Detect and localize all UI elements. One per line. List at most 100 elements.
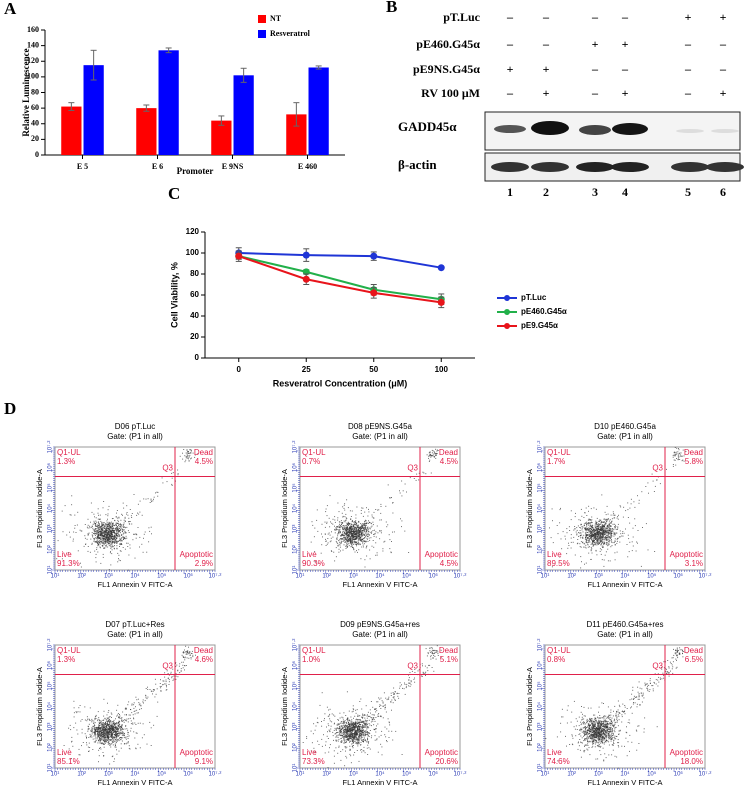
x-tick-label: E 6 bbox=[152, 162, 163, 171]
event bbox=[344, 521, 346, 523]
event bbox=[376, 554, 378, 556]
event bbox=[329, 526, 331, 528]
event bbox=[115, 735, 117, 737]
y-tick-label: 10⁷·² bbox=[47, 639, 54, 652]
event bbox=[601, 559, 603, 561]
event bbox=[631, 550, 633, 552]
event bbox=[595, 550, 597, 552]
event bbox=[113, 728, 115, 730]
event bbox=[373, 546, 375, 548]
event bbox=[108, 734, 110, 736]
event bbox=[116, 517, 118, 519]
event bbox=[71, 741, 72, 743]
event bbox=[589, 531, 591, 533]
event bbox=[95, 714, 97, 716]
event bbox=[615, 540, 617, 542]
event bbox=[110, 521, 112, 523]
event bbox=[137, 512, 138, 514]
event bbox=[353, 549, 355, 551]
event bbox=[393, 531, 395, 533]
event bbox=[357, 533, 359, 535]
event bbox=[99, 518, 101, 520]
event bbox=[616, 542, 618, 544]
event bbox=[615, 532, 617, 534]
y-axis-title: FL3 Propidium Iodide-A bbox=[35, 469, 44, 548]
event bbox=[345, 532, 347, 534]
sign: – bbox=[542, 37, 550, 51]
event bbox=[97, 536, 99, 538]
event bbox=[119, 539, 121, 540]
event bbox=[320, 552, 322, 554]
event bbox=[95, 537, 97, 539]
event bbox=[112, 532, 114, 534]
x-tick-label: 10² bbox=[322, 574, 331, 580]
event bbox=[102, 722, 104, 724]
event bbox=[607, 529, 609, 531]
event bbox=[607, 519, 609, 521]
event bbox=[175, 662, 177, 664]
event bbox=[128, 718, 130, 720]
event bbox=[78, 748, 80, 750]
event bbox=[88, 737, 90, 738]
event bbox=[130, 515, 132, 517]
event bbox=[186, 457, 188, 459]
event bbox=[138, 704, 140, 706]
event bbox=[113, 736, 115, 738]
event bbox=[341, 535, 343, 537]
event bbox=[430, 456, 432, 458]
event bbox=[104, 727, 106, 728]
x-tick-label: 10⁷·² bbox=[209, 771, 222, 778]
event bbox=[95, 520, 97, 522]
event bbox=[196, 453, 198, 455]
event bbox=[146, 743, 148, 745]
event bbox=[98, 537, 100, 539]
event bbox=[110, 544, 112, 546]
event bbox=[631, 541, 633, 543]
event bbox=[358, 531, 360, 533]
event bbox=[190, 449, 192, 451]
event bbox=[365, 522, 367, 524]
event bbox=[356, 528, 358, 530]
event bbox=[605, 532, 607, 534]
event bbox=[113, 538, 115, 539]
event bbox=[99, 720, 101, 722]
panel-label: B bbox=[386, 0, 397, 16]
event bbox=[175, 678, 177, 680]
event bbox=[682, 449, 684, 451]
event bbox=[593, 539, 594, 541]
event bbox=[111, 735, 113, 737]
event bbox=[128, 714, 130, 716]
event bbox=[599, 538, 601, 540]
event bbox=[97, 732, 99, 734]
event bbox=[347, 537, 349, 539]
event bbox=[574, 516, 576, 518]
event bbox=[596, 535, 598, 537]
event bbox=[606, 521, 607, 523]
event bbox=[363, 523, 365, 525]
event bbox=[90, 730, 92, 732]
event bbox=[632, 536, 634, 538]
legend-marker bbox=[504, 309, 510, 315]
event bbox=[342, 526, 343, 528]
event bbox=[582, 531, 584, 533]
event bbox=[614, 544, 616, 546]
event bbox=[95, 729, 96, 731]
event bbox=[101, 535, 102, 537]
event bbox=[149, 530, 151, 532]
event bbox=[95, 553, 97, 555]
event bbox=[117, 733, 119, 735]
event bbox=[111, 549, 113, 551]
event bbox=[95, 538, 97, 540]
event bbox=[97, 528, 99, 530]
event bbox=[108, 530, 109, 532]
event bbox=[560, 507, 561, 509]
event bbox=[114, 735, 116, 737]
event bbox=[606, 536, 608, 538]
event bbox=[182, 651, 184, 653]
event bbox=[677, 455, 679, 457]
event bbox=[165, 685, 167, 686]
event bbox=[103, 710, 105, 712]
event bbox=[70, 514, 72, 516]
event bbox=[608, 544, 610, 546]
event bbox=[112, 721, 114, 722]
